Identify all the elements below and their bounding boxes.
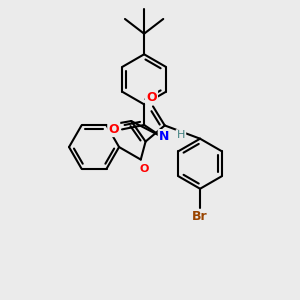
Text: O: O bbox=[146, 91, 157, 104]
Text: H: H bbox=[177, 130, 185, 140]
Text: N: N bbox=[159, 130, 169, 143]
Text: O: O bbox=[139, 164, 148, 174]
Text: O: O bbox=[109, 123, 119, 136]
Text: Br: Br bbox=[192, 210, 208, 223]
